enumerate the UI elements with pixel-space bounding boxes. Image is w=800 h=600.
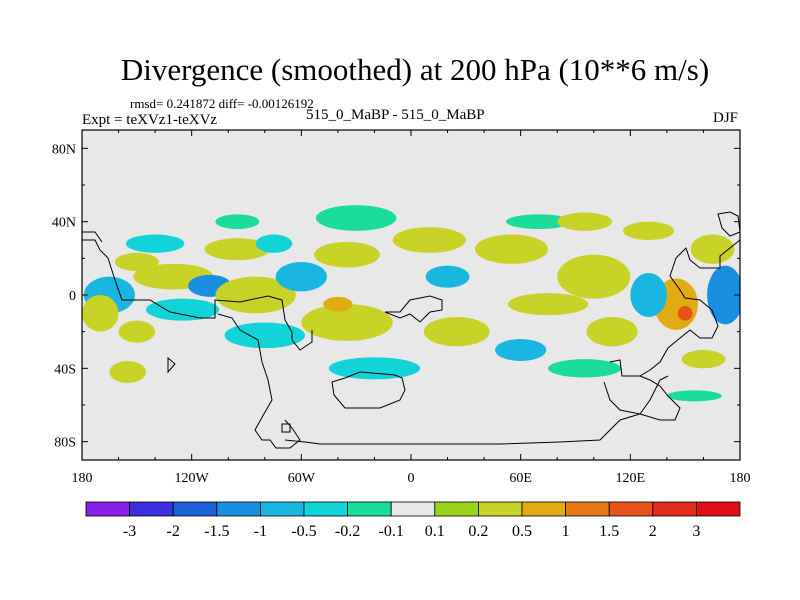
colorbar-swatch bbox=[608, 501, 654, 517]
runs-label: 515_0_MaBP - 515_0_MaBP bbox=[306, 107, 485, 123]
x-tick-label: 180 bbox=[730, 471, 751, 486]
contour-region bbox=[690, 234, 735, 264]
contour-region bbox=[328, 357, 421, 380]
contour-region bbox=[323, 296, 353, 312]
colorbar-label: 1.5 bbox=[599, 523, 619, 540]
colorbar-label: 2 bbox=[649, 523, 657, 540]
y-tick-label: 80N bbox=[52, 142, 76, 157]
contour-region bbox=[677, 306, 693, 321]
colorbar-label: 0.2 bbox=[468, 523, 488, 540]
colorbar-label: 3 bbox=[692, 523, 700, 540]
contour-region bbox=[114, 252, 159, 272]
contour-region bbox=[507, 293, 589, 316]
colorbar-swatch bbox=[347, 501, 392, 517]
x-tick-label: 60W bbox=[288, 471, 316, 486]
colorbar-swatch bbox=[390, 501, 436, 517]
contour-region bbox=[630, 273, 667, 317]
australia-coast bbox=[603, 375, 681, 421]
colorbar-swatch bbox=[85, 501, 130, 517]
contour-region bbox=[204, 238, 271, 261]
colorbar-label: -0.5 bbox=[291, 523, 316, 540]
colorbar-label: -3 bbox=[123, 523, 136, 540]
contour-region bbox=[623, 221, 675, 240]
contour-region bbox=[392, 227, 466, 253]
colorbar-swatch bbox=[477, 501, 523, 517]
contour-region bbox=[548, 359, 622, 378]
contour-region bbox=[681, 350, 726, 369]
contour-region bbox=[82, 295, 119, 332]
x-tick-label: 60E bbox=[509, 471, 532, 486]
colorbar-swatch bbox=[303, 501, 348, 517]
colorbar-swatch bbox=[216, 501, 261, 517]
colorbar-label: 0.1 bbox=[425, 523, 445, 540]
x-tick-label: 180 bbox=[72, 471, 93, 486]
contour-region bbox=[557, 254, 631, 299]
colorbar-swatch bbox=[129, 501, 174, 517]
antarctica-coast bbox=[284, 375, 669, 445]
y-tick-label: 40N bbox=[52, 216, 76, 231]
contour-region bbox=[224, 322, 305, 349]
south-america-coast bbox=[217, 313, 301, 449]
colorbar-label: -0.2 bbox=[335, 523, 360, 540]
colorbar-swatch bbox=[565, 501, 610, 517]
contour-region bbox=[474, 234, 549, 264]
gulf-coast bbox=[384, 295, 443, 323]
north-america-coast bbox=[82, 231, 313, 351]
contour-region bbox=[495, 339, 547, 361]
contour-region bbox=[118, 320, 156, 343]
colorbar-label: -1 bbox=[254, 523, 267, 540]
contour-region bbox=[145, 298, 220, 321]
contour-region bbox=[314, 241, 380, 268]
experiment-label: Expt = teXVz1-teXVz bbox=[82, 112, 218, 128]
map-area bbox=[81, 129, 741, 461]
x-tick-label: 120W bbox=[175, 471, 210, 486]
africa-coast bbox=[331, 371, 406, 409]
contour-region bbox=[215, 276, 296, 314]
island-coast bbox=[167, 356, 291, 433]
y-tick-label: 0 bbox=[69, 289, 76, 304]
colorbar: -3 -2 -1.5 -1 -0.5 -0.2 -0.1 0.1 0.2 0.5 1 1.5 2 3 bbox=[85, 501, 741, 540]
contour-region bbox=[301, 304, 393, 341]
y-tick-label: 80S bbox=[54, 436, 76, 451]
season-label: DJF bbox=[712, 110, 738, 126]
contour-region bbox=[215, 214, 260, 230]
colorbar-swatch bbox=[521, 501, 566, 517]
asia-coast bbox=[609, 239, 740, 377]
colorbar-label: -0.1 bbox=[379, 523, 404, 540]
contour-region bbox=[425, 265, 470, 288]
contour-region bbox=[423, 317, 490, 347]
colorbar-label: 0.5 bbox=[512, 523, 532, 540]
alaska-coast bbox=[717, 211, 740, 237]
colorbar-swatch bbox=[172, 501, 218, 517]
colorbar-label: -2 bbox=[167, 523, 180, 540]
contour-region bbox=[275, 262, 327, 292]
coastlines bbox=[82, 211, 740, 449]
contour-region bbox=[506, 214, 572, 230]
x-tick-label: 120E bbox=[616, 471, 646, 486]
stats-line: rmsd= 0.241872 diff= -0.00126192 bbox=[130, 96, 314, 111]
colorbar-swatch bbox=[696, 501, 741, 517]
chart-title: Divergence (smoothed) at 200 hPa (10**6 … bbox=[120, 52, 710, 87]
x-tick-label: 0 bbox=[408, 471, 415, 486]
axes: 180 120W 60W 0 60E 120E 180 80N 40N 0 40S 80S bbox=[52, 130, 751, 486]
contour-region bbox=[255, 234, 293, 253]
contour-region bbox=[666, 390, 722, 402]
contour-region bbox=[557, 212, 613, 231]
contour-region bbox=[125, 234, 185, 253]
y-tick-label: 40S bbox=[54, 362, 76, 377]
contour-region bbox=[586, 317, 638, 347]
contour-region bbox=[109, 361, 146, 383]
contour-region bbox=[315, 205, 397, 231]
colorbar-label: -1.5 bbox=[204, 523, 229, 540]
contour-fill bbox=[82, 205, 740, 402]
colorbar-swatch bbox=[652, 501, 697, 517]
colorbar-label: 1 bbox=[562, 523, 570, 540]
colorbar-swatch bbox=[259, 501, 305, 517]
colorbar-swatch bbox=[434, 501, 479, 517]
contour-region bbox=[707, 265, 740, 325]
